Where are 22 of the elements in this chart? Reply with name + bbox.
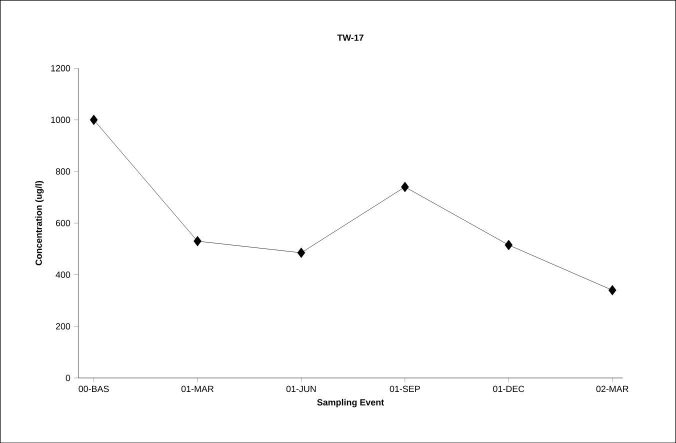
x-tick-label: 01-SEP (390, 386, 420, 392)
y-tick-label: 0 (66, 374, 70, 382)
y-tick-label: 1200 (51, 64, 70, 72)
y-tick-label: 1000 (51, 116, 70, 123)
x-axis-title: Sampling Event (317, 398, 384, 408)
y-tick-label: 400 (56, 271, 70, 278)
x-tick-label: 01-MAR (181, 386, 214, 392)
point (90, 114, 98, 125)
point (504, 240, 513, 250)
y-axis-title: Concentration (ug/l) (35, 180, 44, 266)
x-tick-label: 01-DEC (493, 386, 524, 392)
x-tick-label: 00-BAS (78, 386, 109, 392)
point (194, 236, 202, 246)
y-tick-label: 600 (56, 220, 70, 226)
x-tick-label: 02-MAR (596, 386, 628, 392)
point (401, 182, 409, 192)
point (608, 284, 616, 296)
x-tick-label: 01-JUN (286, 386, 316, 392)
chart-title: TW-17 (337, 34, 364, 41)
y-tick-label: 200 (56, 323, 70, 330)
point (297, 248, 306, 258)
y-tick-label: 800 (56, 168, 70, 175)
